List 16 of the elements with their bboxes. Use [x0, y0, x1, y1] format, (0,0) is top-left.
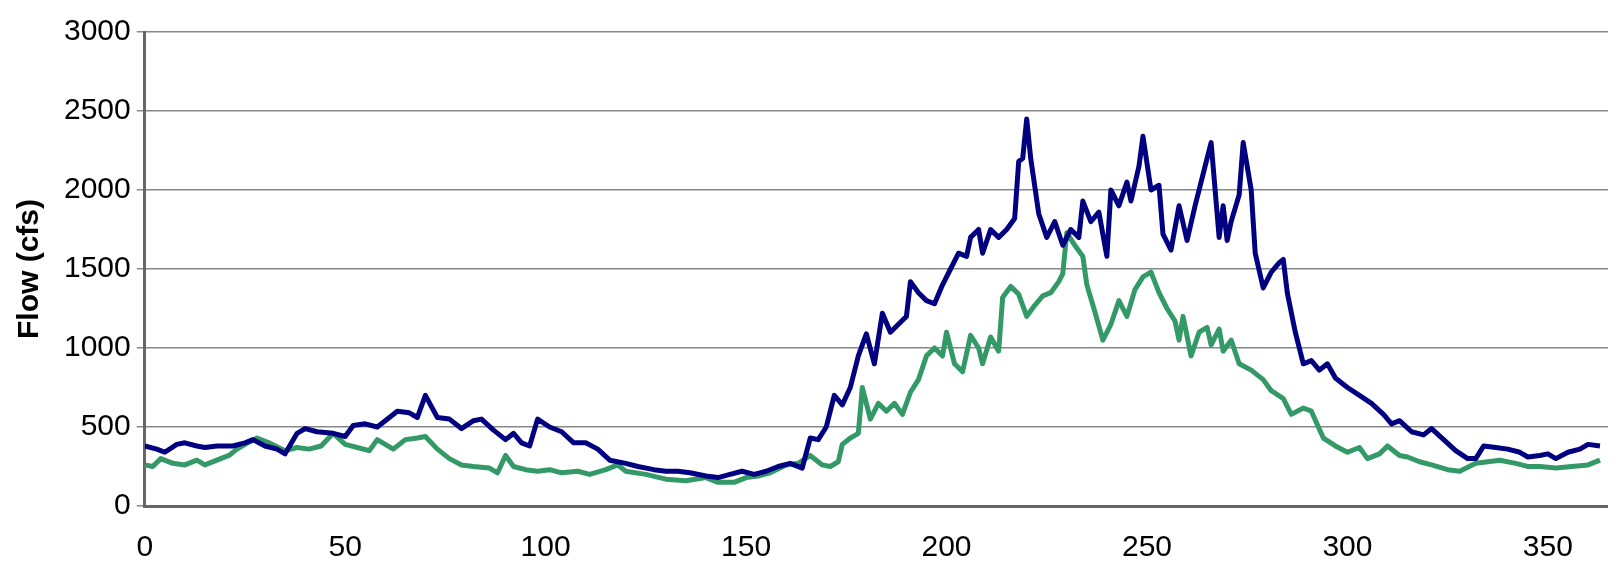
x-tick-label: 0	[136, 529, 154, 563]
x-tick-label: 350	[1522, 529, 1573, 563]
y-axis-title: Flow (cfs)	[11, 199, 45, 339]
y-tick-label: 0	[114, 487, 131, 521]
y-tick-label: 1000	[63, 329, 131, 363]
x-tick-label: 150	[721, 529, 772, 563]
y-tick-label: 2500	[63, 92, 131, 126]
y-tick-label: 3000	[63, 13, 131, 47]
x-tick-label: 300	[1322, 529, 1373, 563]
x-tick-label: 50	[328, 529, 362, 563]
x-tick-label: 100	[520, 529, 571, 563]
x-tick-label: 250	[1121, 529, 1172, 563]
y-tick-label: 2000	[63, 171, 131, 205]
y-tick-label: 1500	[63, 250, 131, 284]
y-tick-label: 500	[80, 408, 131, 442]
x-tick-label: 200	[921, 529, 972, 563]
